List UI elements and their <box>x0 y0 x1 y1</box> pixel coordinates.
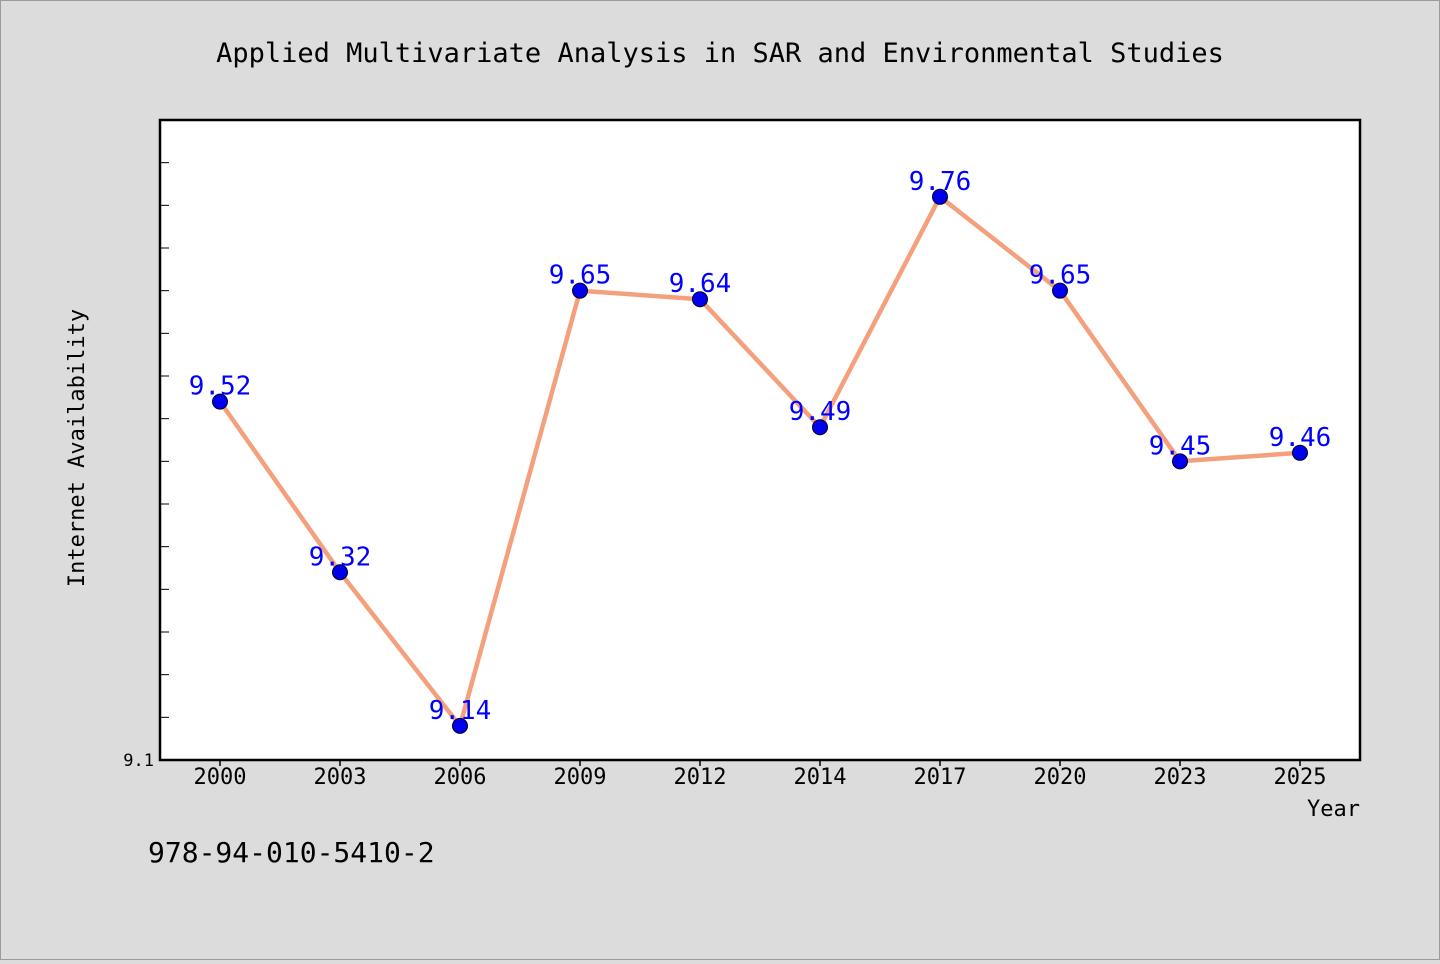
data-label: 9.32 <box>309 542 372 572</box>
x-axis-ticks <box>219 760 1301 766</box>
data-point <box>1172 453 1188 470</box>
y-axis-tick-labels: 9.1 <box>123 751 154 771</box>
x-tick-label: 2025 <box>1274 765 1327 790</box>
data-label: 9.52 <box>189 372 252 402</box>
data-label: 9.64 <box>669 269 732 299</box>
data-label: 9.45 <box>1149 431 1212 461</box>
data-point <box>572 282 588 299</box>
y-tick-label: 9.1 <box>123 751 154 771</box>
x-tick-label: 2012 <box>674 765 727 790</box>
data-point <box>932 188 948 205</box>
x-tick-label: 2006 <box>434 765 487 790</box>
x-tick-label: 2000 <box>194 765 247 790</box>
data-label: 9.76 <box>909 167 972 197</box>
chart-title: Applied Multivariate Analysis in SAR and… <box>216 38 1224 69</box>
x-axis-label: Year <box>1307 797 1360 822</box>
data-point <box>692 291 708 308</box>
data-label: 9.46 <box>1269 423 1332 453</box>
data-labels: 9.52 9.32 9.14 9.65 9.64 9.49 9.76 9.65 9.45 9.46 <box>189 167 1332 726</box>
data-point <box>212 393 228 410</box>
plot-area <box>158 118 1362 762</box>
data-point <box>1052 282 1068 299</box>
x-tick-label: 2017 <box>914 765 967 790</box>
y-axis-label: Internet Availability <box>65 309 90 587</box>
data-point <box>812 419 828 436</box>
data-point <box>1292 444 1308 461</box>
series-line <box>218 194 1301 729</box>
isbn-text: 978-94-010-5410-2 <box>148 836 435 869</box>
data-label: 9.65 <box>549 261 612 291</box>
y-axis-ticks <box>160 119 169 761</box>
data-points <box>212 188 1308 734</box>
x-tick-label: 2009 <box>554 765 607 790</box>
x-tick-label: 2003 <box>314 765 367 790</box>
data-label: 9.14 <box>429 696 492 726</box>
x-axis-tick-labels: 2000 2003 2006 2009 2012 2014 2017 2020 2023 2025 <box>194 765 1327 790</box>
data-point <box>452 717 468 734</box>
data-point <box>332 564 348 581</box>
x-tick-label: 2020 <box>1034 765 1087 790</box>
x-tick-label: 2023 <box>1154 765 1207 790</box>
data-label: 9.49 <box>789 397 852 427</box>
x-tick-label: 2014 <box>794 765 847 790</box>
data-label: 9.65 <box>1029 261 1092 291</box>
